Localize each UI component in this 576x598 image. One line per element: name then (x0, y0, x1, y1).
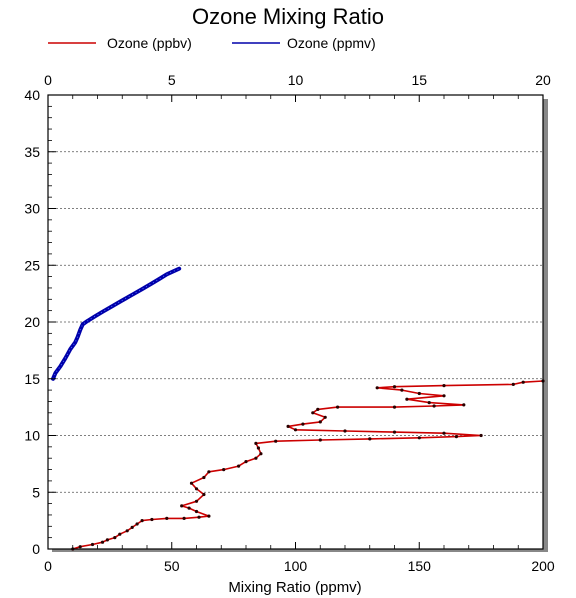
data-point (323, 415, 327, 419)
series-layer (51, 266, 545, 551)
data-point (222, 468, 226, 472)
data-point (207, 514, 211, 518)
plot-shadow-bottom (52, 549, 548, 552)
data-point (318, 420, 322, 424)
data-point (207, 470, 211, 474)
data-point (90, 542, 95, 547)
data-point (479, 433, 483, 438)
series-ozone-ppbv (71, 379, 545, 551)
x-bottom-tick-label: 100 (284, 558, 308, 574)
y-tick-label: 10 (24, 428, 40, 444)
chart-title: Ozone Mixing Ratio (192, 4, 384, 29)
data-point (301, 422, 305, 426)
data-point (336, 405, 340, 409)
data-point (259, 452, 263, 456)
data-point (442, 394, 446, 398)
data-point (462, 403, 466, 407)
data-point (100, 540, 105, 544)
x-top-tick-label: 20 (535, 72, 551, 88)
series-highlight-ozone-ppmv (52, 268, 180, 379)
tick-marks (47, 94, 544, 550)
data-point (316, 407, 320, 411)
data-point (375, 386, 379, 390)
data-point (194, 487, 199, 491)
x-top-tick-label: 10 (288, 72, 304, 88)
x-bottom-tick-label: 0 (44, 558, 52, 574)
data-point (140, 519, 144, 523)
data-point (417, 391, 421, 396)
data-point (187, 506, 191, 510)
data-point (113, 536, 117, 540)
data-point (135, 522, 139, 526)
data-point (256, 446, 260, 450)
x-bottom-tick-label: 150 (408, 558, 432, 574)
y-tick-label: 15 (24, 371, 40, 387)
data-point (254, 456, 258, 460)
y-tick-label: 30 (24, 201, 40, 217)
data-point (293, 428, 298, 432)
y-tick-label: 5 (32, 484, 40, 500)
data-point (392, 405, 397, 409)
data-point (368, 437, 372, 441)
data-point (392, 430, 397, 434)
data-point (202, 492, 206, 497)
data-point (286, 424, 290, 428)
x-bottom-tick-label: 50 (164, 558, 180, 574)
data-point (165, 516, 169, 521)
y-tick-label: 0 (32, 541, 40, 557)
data-point (427, 401, 431, 405)
data-point (254, 441, 258, 445)
data-point (432, 404, 436, 408)
data-point (78, 545, 82, 549)
plot-shadow-right (543, 99, 548, 551)
data-point (392, 385, 397, 389)
data-point (237, 464, 241, 468)
data-point (189, 481, 194, 485)
data-point (180, 504, 184, 508)
y-tick-label: 40 (24, 87, 40, 103)
data-point (202, 475, 206, 480)
data-point (400, 388, 404, 392)
data-point (318, 438, 322, 442)
data-point (274, 439, 278, 443)
series-line-ozone-ppbv (72, 380, 544, 550)
legend-label-ozone-ppbv: Ozone (ppbv) (107, 35, 192, 51)
data-point (311, 411, 315, 415)
x-top-tick-label: 0 (44, 72, 52, 88)
data-point (105, 538, 109, 542)
data-point (125, 529, 129, 533)
legend: Ozone (ppbv) Ozone (ppmv) (48, 35, 376, 51)
data-point (244, 460, 248, 464)
data-point (511, 382, 515, 386)
y-tick-label: 35 (24, 144, 40, 160)
x-bottom-tick-label: 200 (531, 558, 555, 574)
series-line-ozone-ppmv (51, 266, 182, 381)
data-point (442, 431, 446, 435)
data-point (194, 509, 199, 514)
data-point (197, 515, 201, 519)
y-tick-label: 25 (24, 257, 40, 273)
data-point (343, 429, 347, 433)
series-ozone-ppmv (51, 266, 182, 381)
gridlines (48, 151, 543, 493)
data-point (405, 397, 409, 401)
y-tick-label: 20 (24, 314, 40, 330)
data-point (118, 532, 122, 536)
data-point (521, 380, 525, 384)
x-top-tick-label: 5 (168, 72, 176, 88)
data-point (182, 516, 186, 521)
legend-label-ozone-ppmv: Ozone (ppmv) (287, 35, 376, 51)
x-axis-title: Mixing Ratio (ppmv) (228, 579, 361, 596)
x-top-tick-label: 15 (411, 72, 427, 88)
data-point (194, 499, 199, 503)
data-point (442, 384, 446, 388)
data-point (417, 436, 421, 440)
data-point (454, 435, 458, 439)
data-point (150, 517, 154, 522)
data-point (130, 525, 134, 530)
